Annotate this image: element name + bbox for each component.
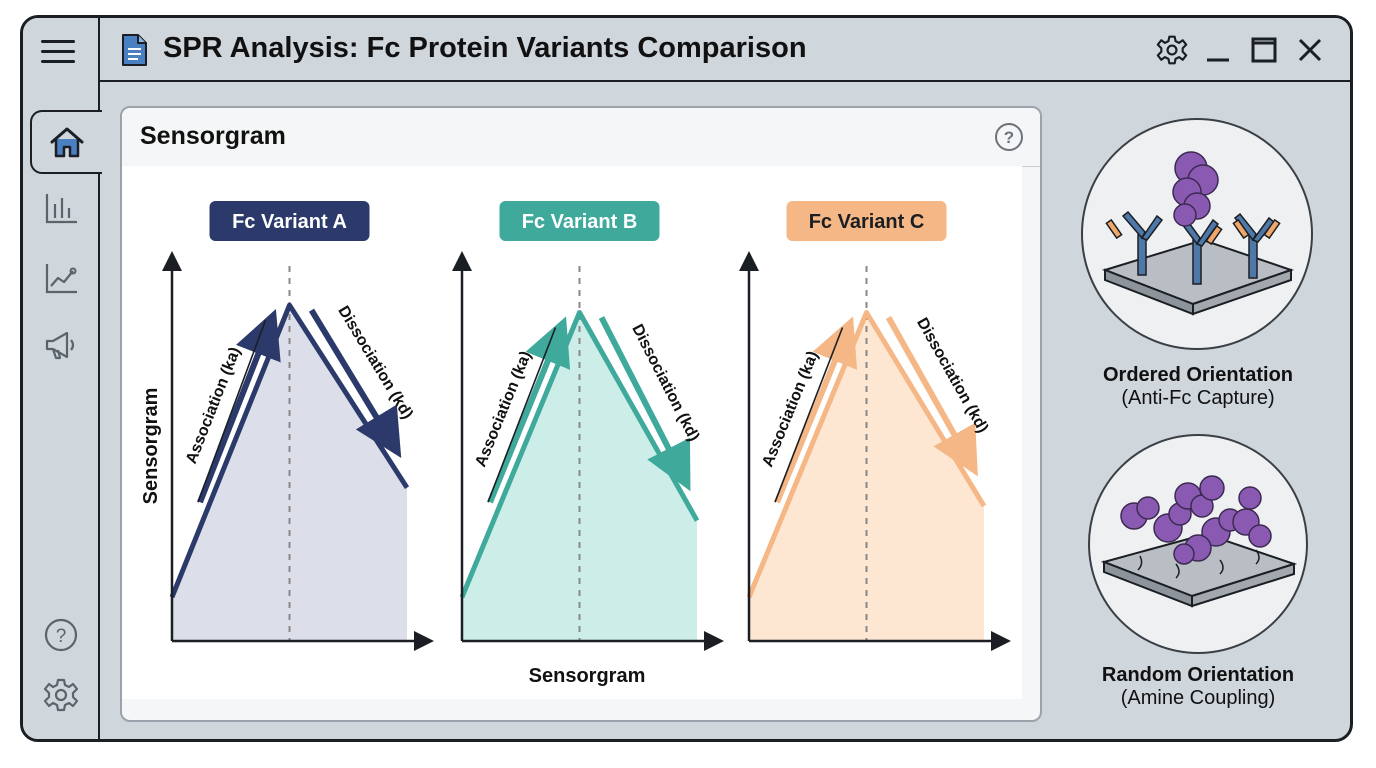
- panel-header: Sensorgram ?: [122, 108, 1040, 167]
- sidebar-settings-button[interactable]: [39, 673, 83, 717]
- association-arrow-0: [197, 309, 281, 504]
- random-orientation-subtitle: (Amine Coupling): [1120, 687, 1276, 709]
- sidebar-item-announcements[interactable]: [39, 323, 83, 367]
- legend-label-1: Fc Variant B: [522, 211, 638, 233]
- app-window: ? SPR Analysis: Fc Protein Variants Comp…: [20, 15, 1353, 742]
- question-circle-icon: ?: [44, 618, 78, 652]
- megaphone-icon: [45, 331, 75, 360]
- legend-chip-1: [499, 201, 660, 241]
- sidebar-help-button[interactable]: ?: [39, 613, 83, 657]
- x-axis-label: Sensorgram: [529, 665, 646, 687]
- question-circle-icon: ?: [995, 123, 1023, 151]
- gear-icon: [1156, 35, 1188, 65]
- legend-chip-0: [209, 201, 370, 241]
- dissociation-arrow-2: [885, 316, 978, 477]
- minimize-icon: [1207, 58, 1229, 62]
- legend-label-2: Fc Variant C: [809, 211, 925, 233]
- random-orientation-title: Random Orientation: [1101, 664, 1295, 686]
- sidebar-item-bar-chart[interactable]: [39, 186, 83, 230]
- dissociation-arrow-0: [308, 308, 402, 458]
- legend-chip-2: [786, 201, 947, 241]
- ordered-orientation-subtitle: (Anti-Fc Capture): [1121, 387, 1275, 409]
- chart-area: Fc Variant A Association (ka) Dissociation…: [122, 166, 1022, 699]
- panel-title: Sensorgram: [140, 122, 286, 150]
- home-icon: [50, 127, 84, 158]
- minimize-button[interactable]: [1202, 34, 1234, 66]
- association-arrow-outline-2: [774, 327, 844, 503]
- random-orientation-illustration: [1088, 434, 1308, 654]
- association-arrow-2: [774, 316, 858, 504]
- dissociation-arrow-1: [598, 316, 691, 492]
- ordered-orientation-title: Ordered Orientation: [1102, 364, 1294, 386]
- ordered-orientation-illustration: [1081, 118, 1313, 350]
- sensorgram-panel: Sensorgram ? Fc Variant A Association (ka…: [120, 106, 1042, 722]
- window-title: SPR Analysis: Fc Protein Variants Compar…: [163, 32, 807, 64]
- gear-icon: [43, 678, 79, 712]
- association-arrow-1: [487, 316, 571, 504]
- sidebar-item-home[interactable]: [30, 110, 102, 174]
- panel-help-button[interactable]: ?: [994, 122, 1024, 152]
- legend-label-0: Fc Variant A: [232, 211, 347, 233]
- maximize-icon: [1251, 37, 1277, 63]
- orientation-panel: Ordered Orientation (Anti-Fc Capture): [1063, 106, 1333, 722]
- series-area-1: [462, 312, 697, 641]
- title-bar: SPR Analysis: Fc Protein Variants Compar…: [100, 18, 1350, 82]
- line-chart-icon: [45, 264, 77, 294]
- series-area-2: [749, 312, 984, 641]
- svg-text:?: ?: [56, 626, 67, 647]
- sidebar-item-line-chart[interactable]: [39, 256, 83, 300]
- hamburger-icon[interactable]: [41, 38, 77, 64]
- association-arrow-outline-1: [487, 327, 557, 503]
- bar-chart-icon: [45, 194, 77, 224]
- svg-text:?: ?: [1004, 128, 1014, 147]
- settings-button[interactable]: [1156, 34, 1188, 66]
- close-icon: [1298, 38, 1322, 62]
- ordered-orientation-label: Ordered Orientation (Anti-Fc Capture): [1063, 364, 1333, 410]
- association-arrow-outline-0: [197, 319, 267, 503]
- document-icon: [122, 34, 147, 66]
- maximize-button[interactable]: [1248, 34, 1280, 66]
- random-orientation-label: Random Orientation (Amine Coupling): [1063, 664, 1333, 710]
- close-button[interactable]: [1294, 34, 1326, 66]
- y-axis-label: Sensorgram: [140, 388, 162, 505]
